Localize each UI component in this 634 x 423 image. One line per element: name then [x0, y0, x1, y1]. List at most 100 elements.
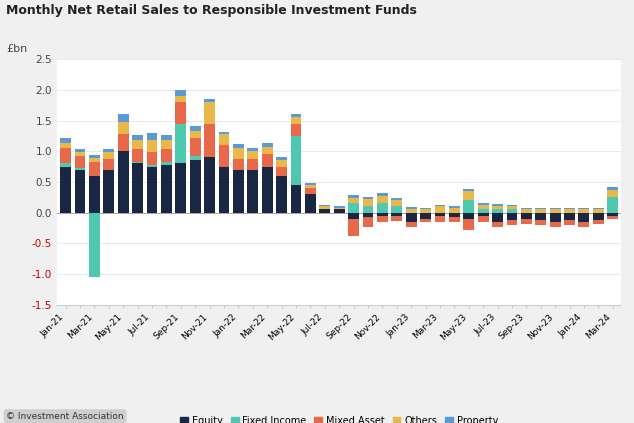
Bar: [492, 222, 503, 227]
Bar: [75, 156, 86, 168]
Bar: [449, 206, 460, 208]
Bar: [434, 213, 445, 216]
Bar: [406, 209, 417, 213]
Bar: [434, 216, 445, 222]
Bar: [190, 156, 200, 160]
Bar: [103, 152, 114, 159]
Bar: [492, 213, 503, 222]
Bar: [463, 219, 474, 230]
Bar: [276, 167, 287, 176]
Bar: [290, 124, 301, 136]
Bar: [103, 149, 114, 152]
Bar: [391, 216, 402, 220]
Bar: [550, 208, 560, 209]
Bar: [89, 155, 100, 158]
Bar: [593, 208, 604, 209]
Bar: [420, 209, 431, 213]
Bar: [204, 102, 215, 124]
Bar: [550, 213, 560, 222]
Bar: [363, 217, 373, 227]
Bar: [521, 213, 532, 219]
Bar: [564, 220, 575, 225]
Bar: [60, 148, 71, 164]
Bar: [578, 209, 589, 213]
Bar: [176, 164, 186, 213]
Bar: [233, 170, 244, 213]
Bar: [233, 159, 244, 170]
Bar: [305, 194, 316, 213]
Text: © Investment Association: © Investment Association: [6, 412, 124, 421]
Bar: [118, 115, 129, 122]
Bar: [507, 209, 517, 213]
Bar: [219, 145, 230, 167]
Bar: [89, 176, 100, 213]
Bar: [146, 165, 157, 167]
Bar: [377, 203, 388, 213]
Bar: [333, 209, 345, 213]
Bar: [377, 216, 388, 222]
Bar: [146, 152, 157, 165]
Bar: [478, 213, 489, 216]
Bar: [75, 168, 86, 170]
Bar: [247, 170, 258, 213]
Bar: [363, 206, 373, 213]
Bar: [204, 124, 215, 157]
Bar: [262, 147, 273, 154]
Bar: [190, 138, 200, 156]
Bar: [593, 209, 604, 213]
Bar: [290, 118, 301, 124]
Bar: [607, 216, 618, 219]
Bar: [290, 185, 301, 213]
Bar: [204, 99, 215, 102]
Bar: [133, 135, 143, 140]
Bar: [333, 206, 345, 208]
Bar: [420, 208, 431, 209]
Bar: [161, 149, 172, 162]
Bar: [521, 209, 532, 213]
Bar: [204, 157, 215, 213]
Bar: [420, 219, 431, 222]
Bar: [406, 213, 417, 222]
Bar: [507, 205, 517, 206]
Bar: [377, 193, 388, 196]
Bar: [607, 187, 618, 190]
Bar: [391, 201, 402, 206]
Bar: [507, 213, 517, 220]
Bar: [363, 213, 373, 217]
Text: £bn: £bn: [6, 44, 27, 54]
Bar: [176, 102, 186, 124]
Bar: [564, 213, 575, 220]
Bar: [146, 133, 157, 140]
Bar: [478, 216, 489, 222]
Bar: [348, 198, 359, 203]
Bar: [535, 220, 546, 225]
Bar: [190, 126, 200, 131]
Bar: [564, 209, 575, 213]
Bar: [434, 206, 445, 213]
Bar: [449, 213, 460, 217]
Bar: [161, 162, 172, 165]
Bar: [89, 213, 100, 277]
Bar: [363, 199, 373, 206]
Bar: [463, 201, 474, 213]
Legend: Equity, Fixed Income, Mixed Asset, Others, Property: Equity, Fixed Income, Mixed Asset, Other…: [176, 412, 502, 423]
Bar: [161, 165, 172, 213]
Bar: [176, 124, 186, 164]
Bar: [521, 208, 532, 209]
Bar: [391, 206, 402, 213]
Bar: [262, 167, 273, 213]
Bar: [262, 154, 273, 167]
Bar: [133, 140, 143, 149]
Bar: [276, 157, 287, 160]
Bar: [607, 213, 618, 216]
Bar: [233, 145, 244, 148]
Bar: [492, 204, 503, 206]
Bar: [449, 208, 460, 213]
Bar: [492, 209, 503, 213]
Bar: [463, 191, 474, 201]
Bar: [348, 195, 359, 198]
Bar: [434, 205, 445, 206]
Bar: [103, 170, 114, 213]
Bar: [535, 208, 546, 209]
Bar: [75, 170, 86, 213]
